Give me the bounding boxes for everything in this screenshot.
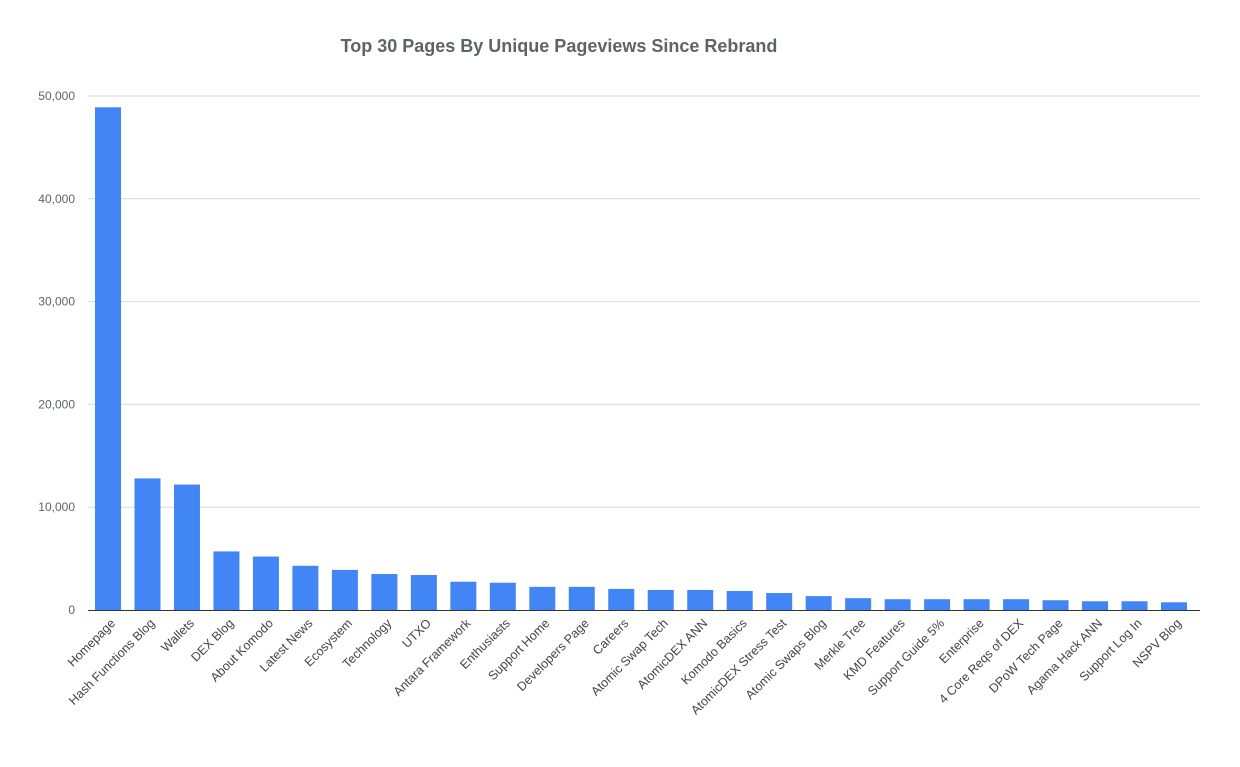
x-category-label: DPoW Tech Page — [986, 616, 1066, 696]
bar — [1161, 602, 1187, 610]
bar — [95, 107, 121, 611]
bar — [371, 574, 398, 610]
bar — [568, 586, 595, 610]
bar — [292, 565, 319, 610]
bar — [134, 478, 161, 610]
chart-title: Top 30 Pages By Unique Pageviews Since R… — [341, 36, 778, 56]
bar — [1121, 601, 1148, 610]
bar — [884, 599, 911, 610]
bar — [924, 599, 951, 610]
bar — [845, 598, 872, 610]
bar — [410, 575, 437, 610]
bar — [1003, 599, 1030, 610]
bar — [252, 556, 279, 610]
x-category-label: Developers Page — [514, 616, 592, 694]
bar — [647, 589, 674, 610]
bar — [331, 569, 358, 610]
bar — [687, 589, 714, 610]
x-category-label: UTXO — [400, 616, 435, 651]
y-tick-label: 40,000 — [38, 192, 75, 206]
y-tick-label: 20,000 — [38, 397, 75, 411]
bar — [529, 586, 556, 610]
x-category-label: Support Guide 5% — [865, 616, 947, 698]
bar — [766, 593, 793, 610]
bar — [805, 596, 832, 610]
x-category-label: Wallets — [159, 616, 198, 655]
y-tick-label: 0 — [68, 603, 75, 617]
bar — [963, 599, 990, 610]
bar — [608, 588, 635, 610]
y-axis-tick-labels: 0 10,000 20,000 30,000 40,000 50,000 — [38, 89, 75, 617]
y-tick-label: 30,000 — [38, 295, 75, 309]
y-tick-label: 50,000 — [38, 89, 75, 103]
bar — [1082, 601, 1109, 610]
bar — [450, 581, 477, 610]
bar — [726, 590, 753, 610]
bar — [173, 484, 200, 610]
bar — [1042, 600, 1069, 610]
gridlines — [88, 95, 1200, 508]
x-category-label: AtomicDEX ANN — [635, 616, 711, 692]
bar — [213, 551, 240, 610]
y-tick-label: 10,000 — [38, 500, 75, 514]
bar — [489, 582, 516, 610]
bars — [95, 107, 1187, 611]
